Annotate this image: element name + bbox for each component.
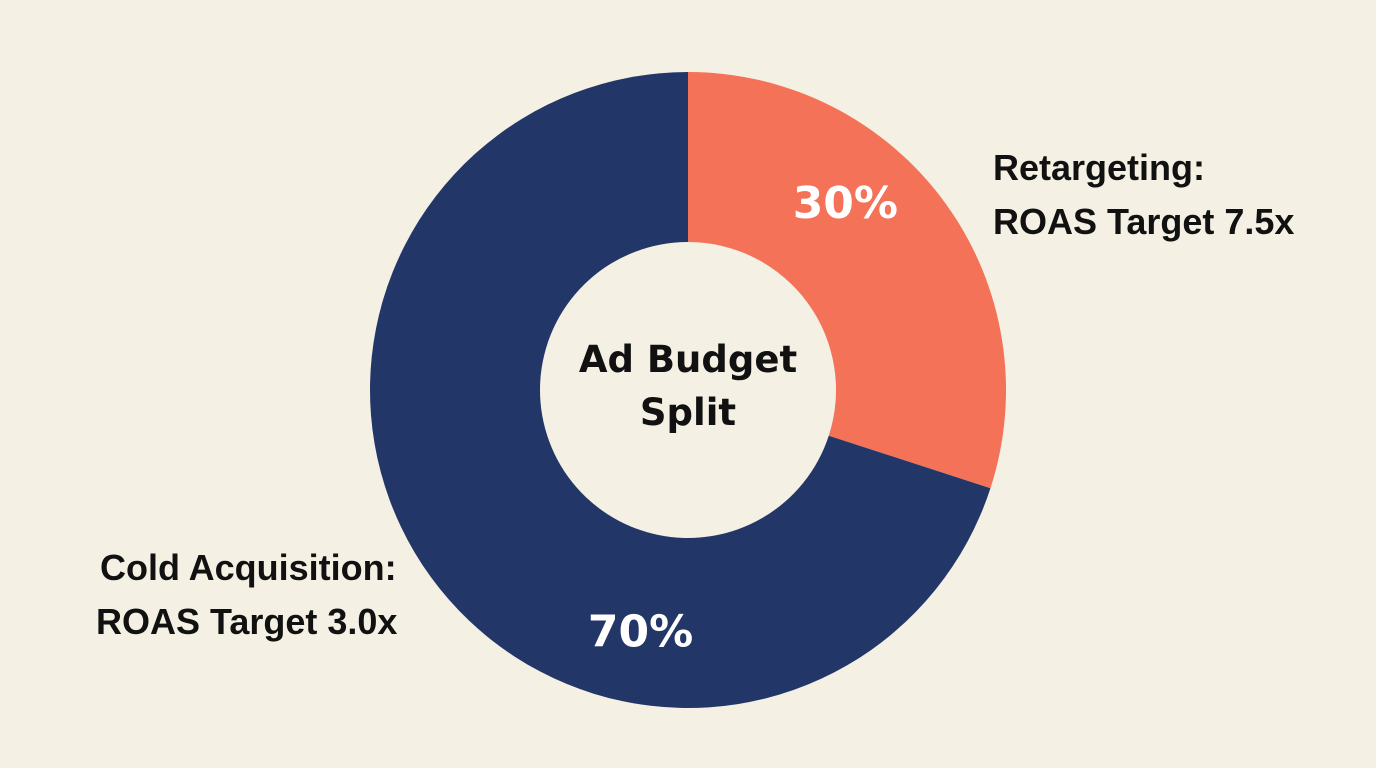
chart-title-line-1: Ad Budget [579,338,797,381]
cold-acquisition-callout-line-1: Cold Acquisition: [100,547,397,588]
chart-title-line-2: Split [640,391,736,434]
slice-label-cold-acquisition: 70% [588,606,693,657]
slice-retargeting [688,72,1006,489]
retargeting-callout-line-2: ROAS Target 7.5x [993,201,1294,242]
labels-layer: 30% 70% [588,178,898,657]
slices-layer [370,72,1006,708]
retargeting-callout-line-1: Retargeting: [993,147,1205,188]
slice-label-retargeting: 30% [793,178,898,229]
cold-acquisition-callout-line-2: ROAS Target 3.0x [96,601,397,642]
slice-cold-acquisition [370,72,991,708]
